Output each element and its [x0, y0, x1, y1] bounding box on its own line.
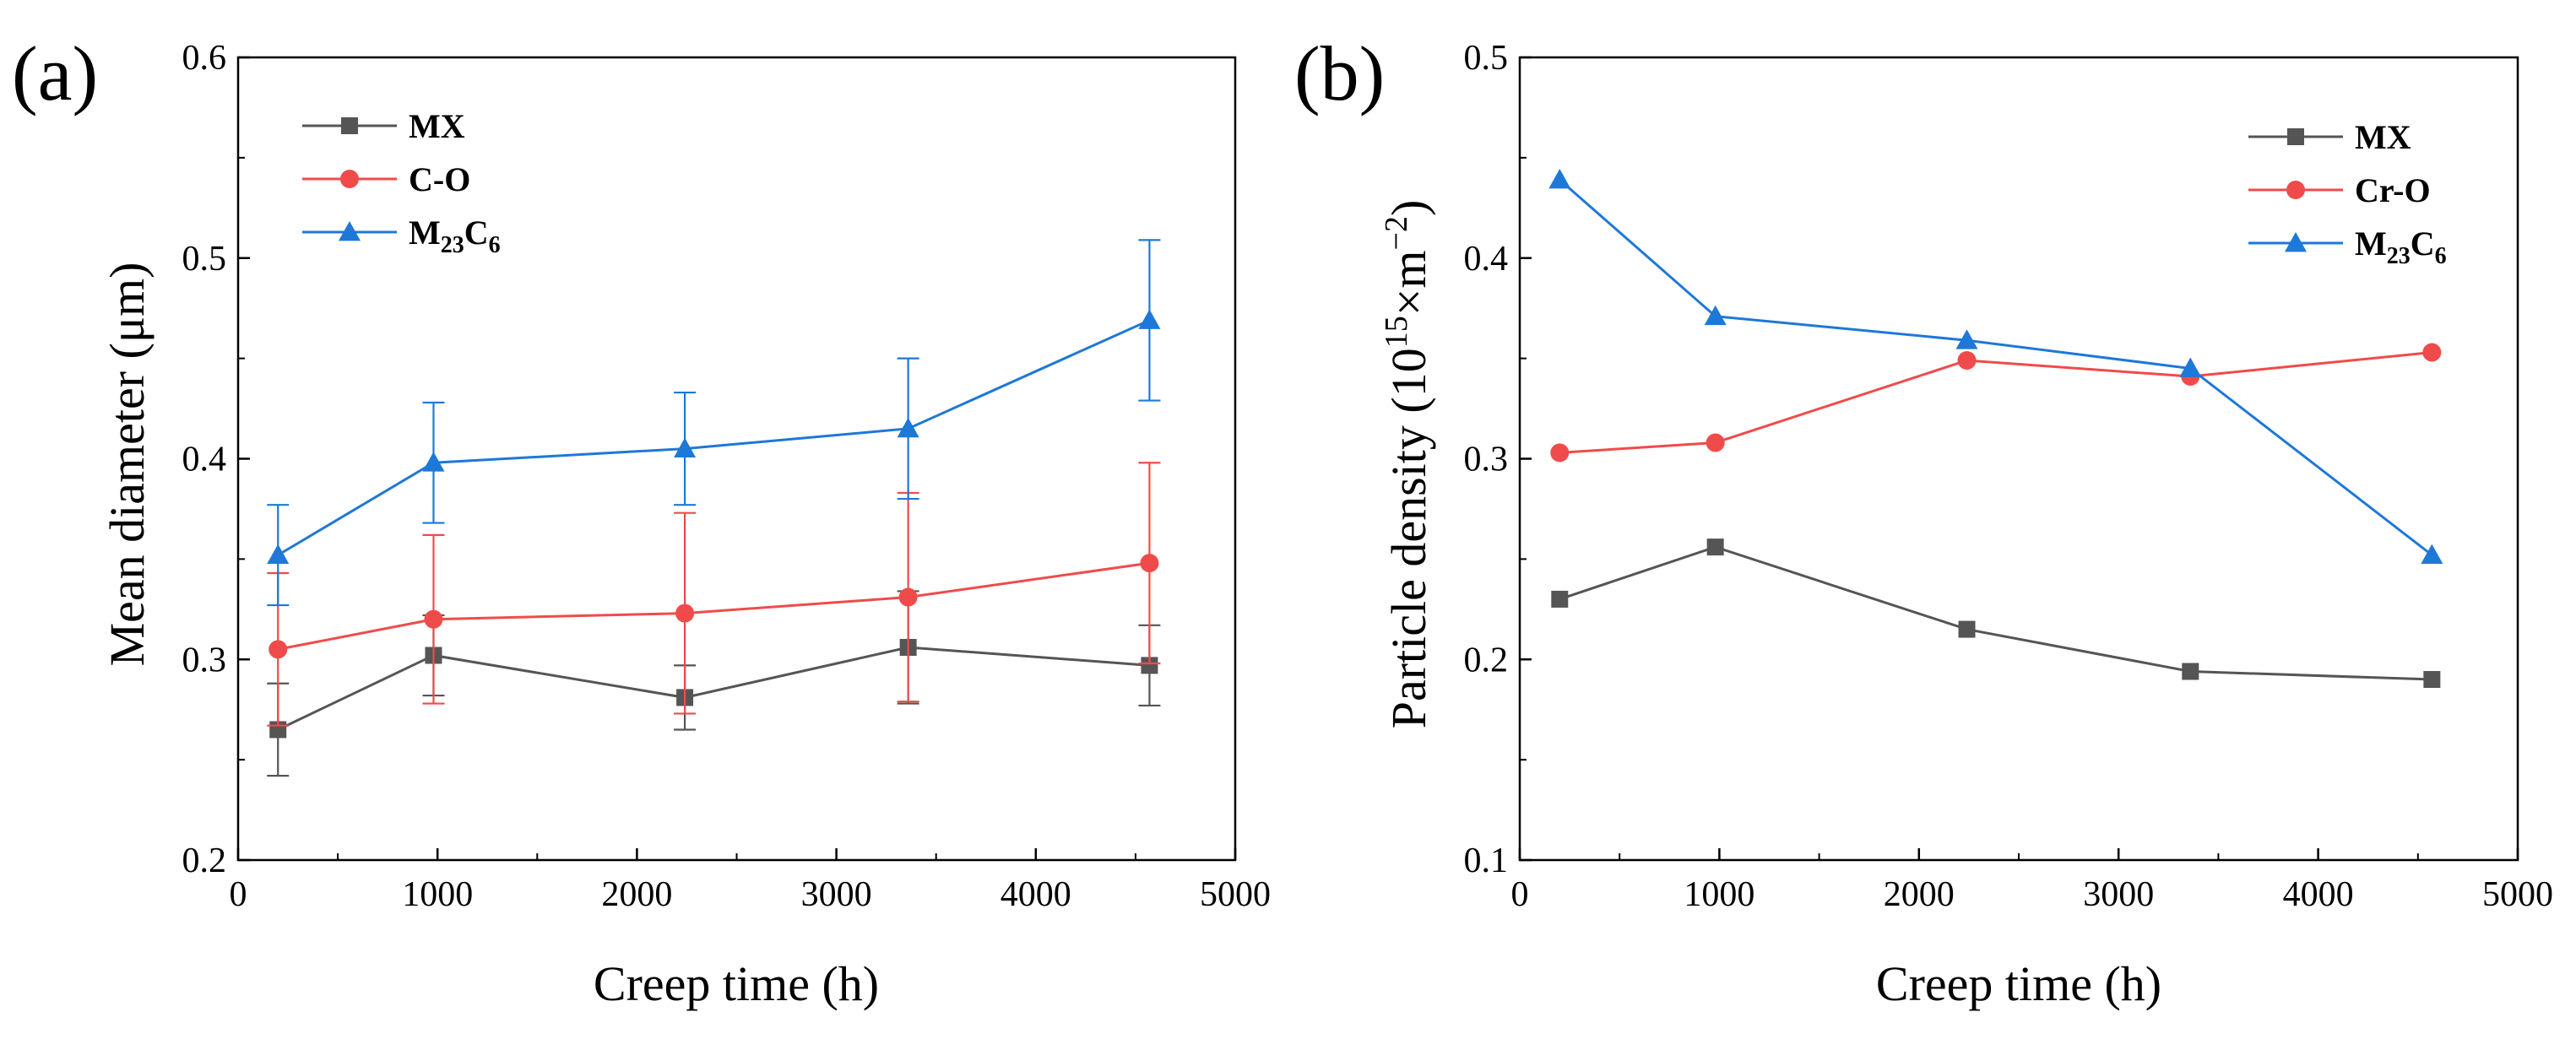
panel-b-series-mx-point — [1706, 538, 1724, 556]
panel-a-legend-marker — [339, 221, 361, 241]
panel-a-y-tick-label: 0.2 — [182, 841, 227, 880]
panel-a-series-mx-line — [277, 646, 1150, 731]
panel-a-legend-label: C-O — [409, 160, 470, 198]
panel-a-series-m23c6-point — [422, 452, 445, 472]
panel-b-series-cr-o-line — [1559, 350, 2432, 454]
panel-a-legend-marker — [340, 170, 359, 188]
panel-a-x-tick-label: 5000 — [1200, 875, 1271, 914]
panel-b-x-tick-label: 2000 — [1884, 875, 1955, 914]
panel-b-y-tick-label: 0.1 — [1464, 841, 1509, 880]
panel-a-series-c-o-point — [675, 603, 695, 623]
panel-b-series-mx-point — [1958, 620, 1976, 638]
panel-b-series-m23c6-point — [2179, 357, 2202, 377]
panel-a-series-mx — [267, 590, 1161, 777]
panel-a-series-c-o-point — [898, 587, 918, 607]
panel-a-series-c-o-line — [277, 561, 1150, 651]
panel-b-series-m23c6-point — [2421, 544, 2443, 565]
panel-a-series-c-o-point — [424, 609, 443, 629]
panel-a-legend-label: M23C6 — [409, 214, 501, 258]
panel-a-y-tick-label: 0.3 — [182, 641, 227, 679]
panel-a-legend-label: MX — [409, 107, 465, 145]
panel-b-legend-label: M23C6 — [2355, 225, 2447, 269]
panel-a-legend-marker — [341, 117, 358, 134]
panel-b-y-axis-title-main: Particle density (10 — [1381, 348, 1436, 728]
panel-b-legend-entry: Cr-O — [2248, 171, 2431, 209]
panel-b-series-mx-point — [1551, 590, 1569, 608]
panel-b-series-cr-o-point — [1957, 351, 1977, 371]
panel-b-x-tick-label: 1000 — [1684, 875, 1754, 914]
panel-a-series-m23c6-line — [277, 319, 1151, 556]
panel-b-legend-marker — [2285, 232, 2307, 252]
panel-a-y-axis-title: Mean diameter (μm) — [100, 262, 155, 667]
panel-a-x-tick-label: 2000 — [601, 875, 672, 914]
panel-a-x-tick-label: 1000 — [402, 875, 473, 914]
panel-a-series-m23c6-point — [897, 417, 919, 438]
panel-a-x-tick-label: 3000 — [801, 875, 872, 914]
panel-b-series-mx-line — [1559, 545, 2432, 681]
panel-b-x-tick-label: 4000 — [2283, 875, 2354, 914]
panel-a-series-c-o-point — [268, 640, 288, 659]
panel-a-y-tick-label: 0.5 — [182, 240, 227, 279]
panel-b-series-mx-point — [2423, 671, 2441, 689]
panel-a-series-m23c6-point — [267, 544, 290, 565]
panel-b-series-cr-o-point — [1550, 443, 1570, 463]
panel-b-plot: 0 1000 2000 3000 4000 5000 0.1 0.2 0.3 0.4 0.5 MX Cr… — [1464, 39, 2554, 914]
panel-a-legend-entry: MX — [302, 107, 465, 145]
panel-a-series-mx-point — [1141, 657, 1158, 674]
panel-b-y-tick-label: 0.4 — [1464, 240, 1509, 279]
panel-b: (b) 0 1000 2000 3000 4000 5000 0.1 0.2 0.3 0.4 0.5… — [1294, 30, 2553, 1011]
panel-b-series-mx-point — [2182, 663, 2199, 680]
panel-a-series-c-o-point — [1140, 554, 1159, 573]
panel-a-x-axis-title: Creep time (h) — [594, 956, 879, 1011]
panel-b-y-tick-label: 0.2 — [1464, 641, 1509, 679]
panel-b-y-axis-title-exp1: 15 — [1379, 316, 1414, 348]
panel-b-series-m23c6-point — [1548, 169, 1571, 189]
panel-a-series-m23c6 — [267, 239, 1161, 607]
panel-b-x-tick-label: 3000 — [2083, 875, 2154, 914]
panel-a-y-tick-label: 0.6 — [182, 39, 227, 78]
panel-b-x-axis-title: Creep time (h) — [1876, 956, 2161, 1011]
panel-b-x-tick-label: 5000 — [2482, 875, 2553, 914]
panel-b-legend-entry: M23C6 — [2248, 225, 2447, 269]
panel-b-y-tick-label: 0.5 — [1464, 39, 1509, 78]
panel-b-y-axis-title-exp2: −2 — [1379, 216, 1414, 250]
panel-b-y-axis-title-unit: ×m — [1381, 250, 1436, 316]
panel-label-b: (b) — [1294, 30, 1385, 116]
panel-b-legend-label: Cr-O — [2355, 171, 2431, 209]
panel-b-series-m23c6-line — [1559, 178, 2433, 556]
panel-b-legend-label: MX — [2355, 118, 2411, 156]
panel-label-a: (a) — [12, 30, 98, 116]
panel-b-legend-marker — [2287, 128, 2304, 145]
panel-b-series-mx — [1551, 538, 2441, 689]
panel-b-series-cr-o-point — [2422, 343, 2442, 362]
panel-a-x-tick-label: 0 — [230, 875, 247, 914]
panel-a: (a) 0 1000 2000 3000 4000 5000 0.2 0.3 0.4 0.5 0.6… — [12, 30, 1271, 1011]
panel-a-series-c-o — [267, 462, 1161, 727]
panel-b-y-axis-title: Particle density (1015×m−2) — [1379, 200, 1436, 729]
panel-b-series-m23c6-point — [1704, 305, 1727, 326]
panel-b-x-tick-label: 0 — [1511, 875, 1529, 914]
panel-b-series-cr-o — [1550, 343, 2442, 463]
panel-a-plot: 0 1000 2000 3000 4000 5000 0.2 0.3 0.4 0.5 0.6 MX C-… — [182, 39, 1272, 914]
panel-b-legend-entry: MX — [2248, 118, 2411, 156]
panel-b-series-cr-o-point — [1706, 433, 1725, 452]
panel-a-series-m23c6-point — [1138, 309, 1161, 329]
panel-a-x-tick-label: 4000 — [1001, 875, 1071, 914]
panel-a-series-m23c6-point — [674, 437, 697, 458]
panel-a-y-tick-label: 0.4 — [182, 441, 227, 479]
panel-a-legend-entry: M23C6 — [302, 214, 501, 258]
panel-b-legend-marker — [2286, 181, 2305, 199]
panel-b-series-m23c6 — [1548, 169, 2443, 565]
panel-b-series-m23c6-point — [1955, 329, 1978, 349]
panel-b-y-tick-label: 0.3 — [1464, 441, 1509, 479]
panel-b-y-axis-title-close: ) — [1381, 200, 1436, 216]
panel-a-legend-entry: C-O — [302, 160, 470, 198]
